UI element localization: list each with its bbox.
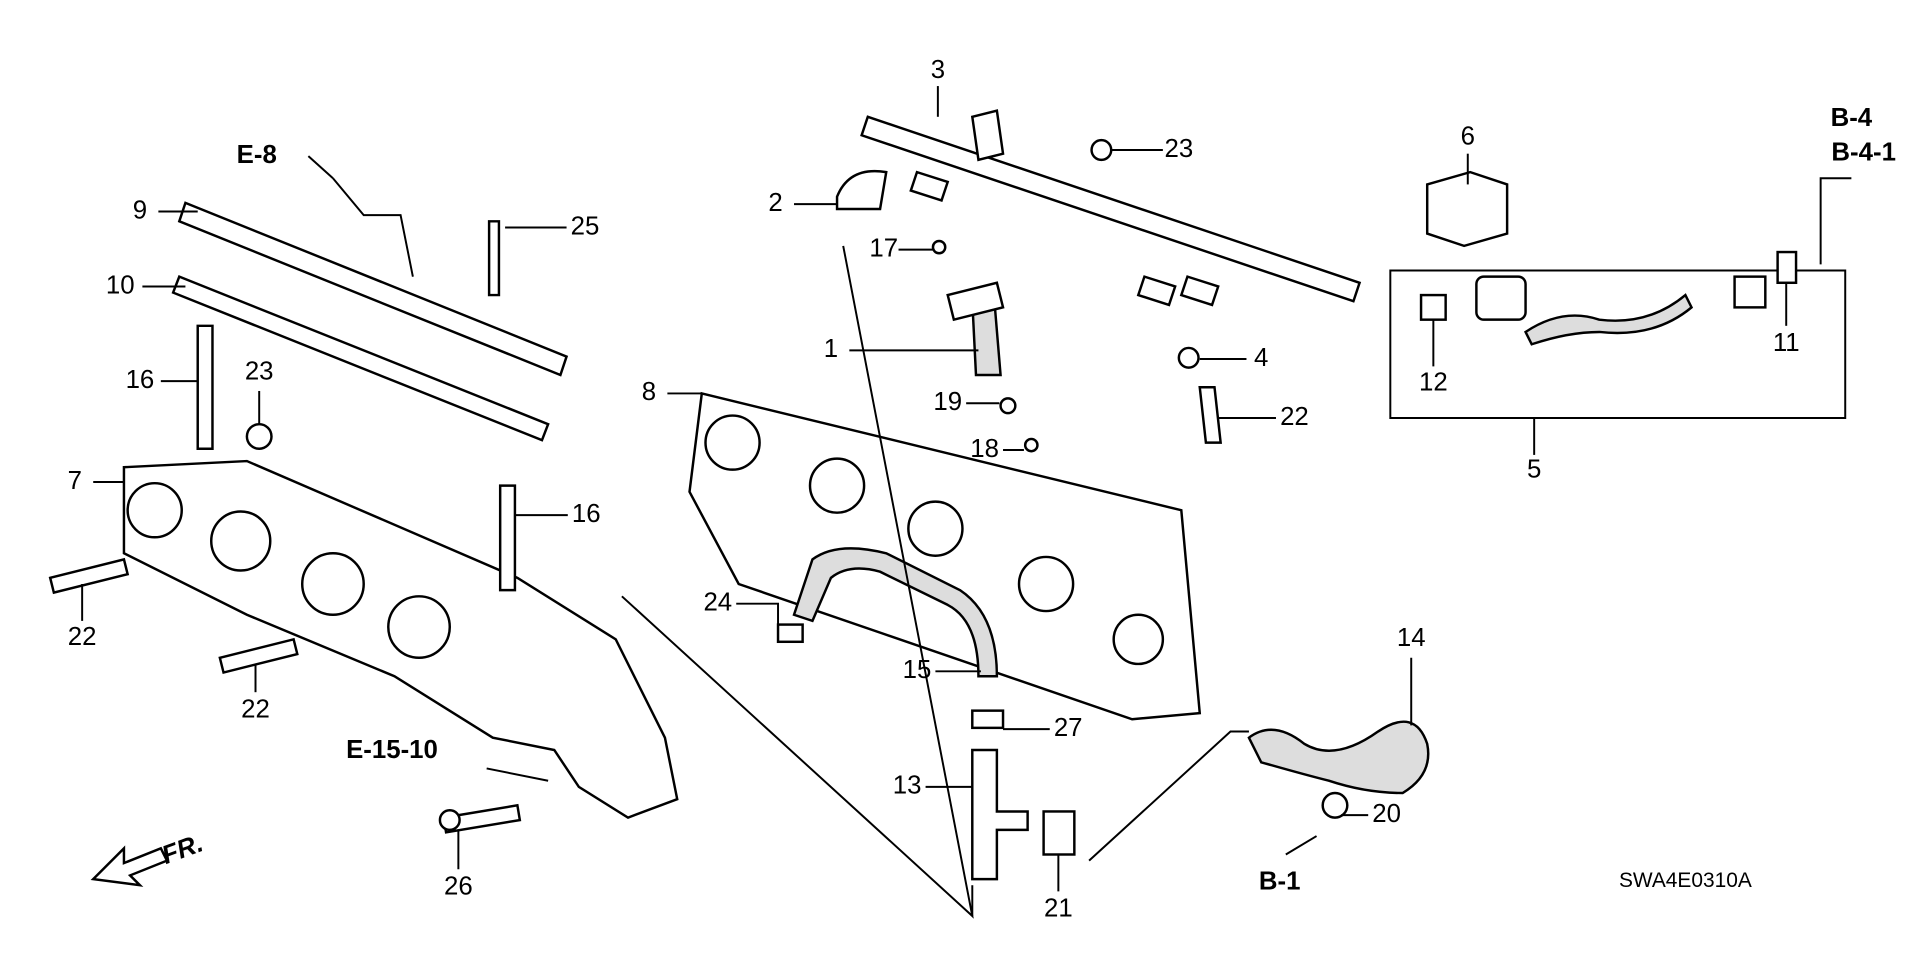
callout: 17 (869, 234, 898, 262)
reference: E-8 (237, 141, 277, 169)
callout: 22 (241, 695, 270, 723)
leader-lines (81, 86, 1852, 919)
callout: 14 (1397, 624, 1426, 652)
part-shapes (48, 109, 1847, 887)
callout: 9 (133, 196, 147, 224)
callout: 1 (824, 335, 838, 363)
reference: B-4 (1831, 104, 1873, 132)
references: E-8 B-4 B-4-1 E-15-10 B-1 FR. SWA4E0310A (158, 104, 1896, 896)
callout: 21 (1044, 895, 1073, 923)
callout: 25 (571, 212, 600, 240)
reference: B-4-1 (1831, 138, 1896, 166)
callout: 22 (68, 623, 97, 651)
callout: 12 (1419, 368, 1448, 396)
direction-label: FR. (158, 829, 207, 870)
callout: 5 (1527, 456, 1541, 484)
callouts: 3 2 17 1 19 18 23 6 4 22 12 11 5 9 25 10… (68, 56, 1800, 923)
callout: 16 (572, 500, 601, 528)
callout: 11 (1773, 329, 1800, 357)
callout: 18 (970, 435, 999, 463)
callout: 20 (1372, 800, 1401, 828)
callout: 6 (1461, 123, 1475, 151)
callout: 10 (106, 271, 135, 299)
callout: 2 (768, 189, 782, 217)
reference: B-1 (1259, 868, 1301, 896)
callout: 8 (642, 378, 656, 406)
callout: 19 (933, 388, 962, 416)
callout: 24 (703, 588, 732, 616)
callout: 7 (68, 467, 82, 495)
callout: 16 (126, 366, 155, 394)
callout: 3 (931, 56, 945, 84)
callout: 26 (444, 873, 473, 901)
callout: 27 (1054, 714, 1083, 742)
callout: 4 (1254, 344, 1268, 372)
callout: 23 (1164, 135, 1193, 163)
callout: 13 (893, 772, 922, 800)
diagram-code: SWA4E0310A (1619, 869, 1752, 892)
reference: E-15-10 (346, 736, 438, 764)
callout: 15 (903, 656, 932, 684)
callout: 23 (245, 357, 274, 385)
callout: 22 (1280, 403, 1309, 431)
